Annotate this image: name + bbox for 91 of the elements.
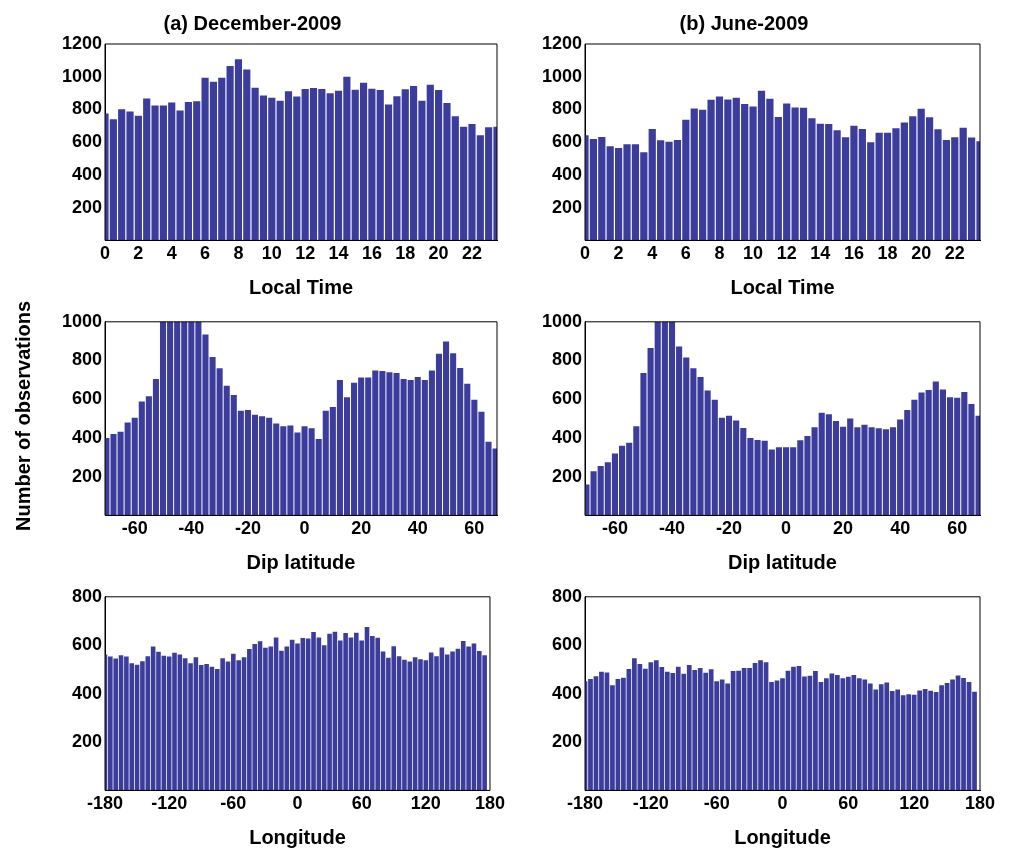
x-tick-label: -20 [234, 518, 261, 539]
x-tick-label: 22 [944, 243, 965, 264]
x-tick-label: 4 [647, 243, 658, 264]
x-axis-title: Longitude [734, 825, 831, 848]
x-tick-label: 18 [395, 243, 416, 264]
x-tick-label: 20 [428, 243, 449, 264]
x-tick-label: 60 [351, 793, 372, 814]
x-tick-label: 0 [781, 518, 792, 539]
x-tick-label: 12 [295, 243, 316, 264]
x-tick-label: 2 [613, 243, 624, 264]
x-tick-label: 8 [233, 243, 244, 264]
y-tick-label: 600 [551, 634, 582, 655]
y-tick-label: 1000 [61, 65, 102, 86]
x-tick-label: 16 [843, 243, 864, 264]
y-tick-label: 400 [71, 163, 102, 184]
y-tick-label: 400 [551, 426, 582, 447]
y-tick-label: 1200 [61, 32, 102, 53]
chart-title: (b) June-2009 [679, 11, 809, 34]
y-tick-label: 1000 [541, 65, 582, 86]
x-tick-label: 60 [838, 793, 859, 814]
y-tick-label: 200 [551, 196, 582, 217]
x-tick-label: 20 [833, 518, 854, 539]
x-tick-label: 0 [299, 518, 310, 539]
x-tick-label: 16 [361, 243, 382, 264]
x-tick-label: -120 [151, 793, 188, 814]
y-tick-label: 800 [71, 585, 102, 606]
x-tick-label: -60 [601, 518, 628, 539]
y-tick-label: 800 [551, 98, 582, 119]
x-tick-label: 2 [133, 243, 144, 264]
x-tick-label: 180 [964, 793, 996, 814]
x-tick-label: -120 [632, 793, 669, 814]
x-tick-label: 12 [776, 243, 797, 264]
x-tick-label: 10 [743, 243, 764, 264]
x-tick-label: 18 [877, 243, 898, 264]
y-tick-label: 600 [71, 131, 102, 152]
x-tick-label: 60 [464, 518, 485, 539]
y-tick-label: 1000 [61, 310, 102, 331]
y-tick-label: 600 [551, 131, 582, 152]
x-tick-label: 8 [714, 243, 725, 264]
x-tick-label: 40 [407, 518, 428, 539]
x-axis-title: Dip latitude [728, 550, 837, 573]
x-tick-label: -40 [658, 518, 685, 539]
x-tick-label: 14 [810, 243, 831, 264]
x-tick-label: 20 [351, 518, 372, 539]
x-axis-title: Local Time [248, 275, 354, 298]
x-tick-label: 20 [911, 243, 932, 264]
x-tick-label: 6 [680, 243, 691, 264]
y-tick-label: 800 [71, 98, 102, 119]
y-tick-label: 800 [71, 349, 102, 370]
x-axis-title: Longitude [249, 825, 346, 848]
x-tick-label: 14 [328, 243, 349, 264]
y-tick-label: 400 [71, 426, 102, 447]
y-tick-label: 600 [71, 634, 102, 655]
x-tick-label: 40 [890, 518, 911, 539]
y-tick-label: 800 [551, 585, 582, 606]
y-tick-label: 200 [551, 465, 582, 486]
y-tick-label: 200 [71, 465, 102, 486]
x-tick-label: 6 [200, 243, 211, 264]
y-tick-label: 200 [551, 730, 582, 751]
x-tick-label: 120 [899, 793, 930, 814]
x-axis-title: Local Time [730, 275, 835, 298]
y-tick-label: 400 [551, 163, 582, 184]
x-tick-label: -60 [121, 518, 148, 539]
x-tick-label: 0 [99, 243, 111, 264]
y-tick-label: 1000 [541, 310, 582, 331]
y-tick-label: 200 [71, 196, 102, 217]
y-tick-label: 400 [71, 682, 102, 703]
x-tick-label: 4 [166, 243, 177, 264]
x-tick-label: -60 [220, 793, 247, 814]
x-tick-label: 10 [261, 243, 282, 264]
x-axis-title: Dip latitude [246, 550, 356, 573]
y-tick-label: 600 [551, 388, 582, 409]
x-tick-label: 0 [292, 793, 303, 814]
y-tick-label: 200 [71, 730, 102, 751]
chart-title: (a) December-2009 [163, 11, 342, 34]
x-tick-label: 60 [947, 518, 968, 539]
x-tick-label: 120 [410, 793, 441, 814]
x-tick-label: 22 [461, 243, 482, 264]
y-tick-label: 600 [71, 388, 102, 409]
x-tick-label: -20 [716, 518, 743, 539]
x-tick-label: -180 [566, 793, 604, 814]
x-tick-label: -60 [703, 793, 730, 814]
y-axis-title: Number of observations [12, 300, 35, 531]
y-tick-label: 1200 [541, 32, 582, 53]
x-tick-label: 0 [777, 793, 788, 814]
x-tick-label: 0 [579, 243, 591, 264]
y-tick-label: 800 [551, 349, 582, 370]
x-tick-label: -40 [178, 518, 205, 539]
x-tick-label: 180 [474, 793, 506, 814]
y-tick-label: 400 [551, 682, 582, 703]
x-tick-label: -180 [86, 793, 124, 814]
